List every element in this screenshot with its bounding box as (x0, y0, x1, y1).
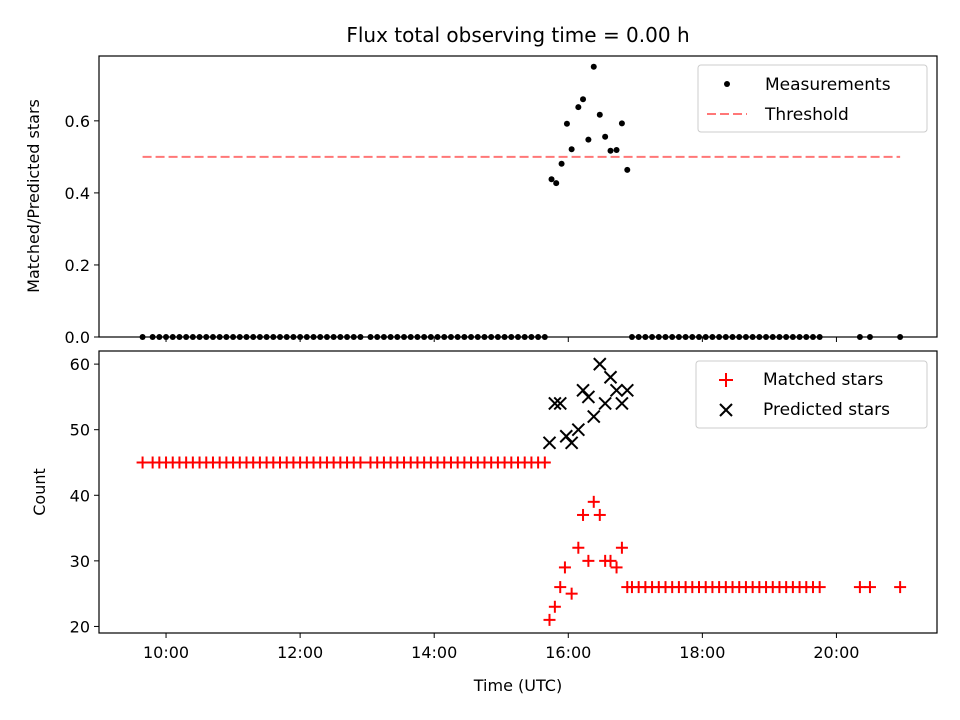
y-tick-label: 60 (70, 355, 90, 374)
predicted-star-point (548, 396, 562, 411)
y-tick-label: 0.0 (65, 328, 90, 347)
y-tick-label: 20 (70, 617, 90, 636)
x-tick-label: 20:00 (813, 643, 859, 662)
predicted-star-point (603, 370, 618, 384)
measurement-point (553, 180, 560, 187)
matched-star-point (615, 541, 628, 554)
bottom-legend-box (695, 360, 928, 429)
bottom-axes-frame (98, 350, 938, 634)
measurement-point (596, 111, 603, 118)
x-tick-label: 16:00 (545, 643, 591, 662)
predicted-star-point (609, 383, 624, 398)
top-panel: 0.0 0.2 0.4 0.6 Matched/Predicted stars Mea… (24, 55, 938, 347)
figure-title: Flux total observing time = 0.00 h (346, 23, 689, 47)
matched-star-point (604, 554, 617, 567)
legend-matched-marker (719, 373, 733, 387)
matched-star-point (577, 508, 590, 521)
y-tick-label: 0.6 (65, 112, 90, 131)
predicted-star-point (571, 422, 586, 437)
predicted-star-point (615, 396, 629, 411)
measurement-point (563, 120, 570, 127)
measurement-point (575, 104, 582, 111)
measurement-point (602, 133, 609, 140)
bottom-legend: Matched stars Predicted stars (695, 360, 928, 429)
predicted-star-point (587, 409, 601, 424)
measurement-point (607, 147, 614, 154)
matched-star-point (813, 581, 826, 594)
predicted-star-point (564, 436, 579, 450)
matched-star-point (354, 456, 367, 469)
predicted-star-point (598, 396, 612, 411)
x-tick-label: 12:00 (277, 643, 323, 662)
predicted-star-point (553, 396, 567, 411)
measurement-point (568, 146, 575, 153)
matched-star-point (610, 561, 623, 574)
legend-matched-label: Matched stars (763, 370, 883, 390)
matched-star-point (136, 456, 149, 469)
bottom-ylabel: Count (30, 468, 49, 516)
matched-star-point (582, 554, 595, 567)
matched-star-point (593, 508, 606, 521)
y-tick-label: 30 (70, 552, 90, 571)
matched-star-point (587, 495, 600, 508)
x-tick-label: 10:00 (143, 643, 189, 662)
bottom-plot-area (136, 357, 907, 626)
y-tick-label: 0.2 (65, 256, 90, 275)
y-tick-label: 0.4 (65, 184, 90, 203)
top-axis-ticks: 0.0 0.2 0.4 0.6 (65, 112, 837, 347)
measurement-point (618, 120, 625, 127)
predicted-star-point (581, 390, 596, 404)
top-legend: Measurements Threshold (697, 64, 928, 133)
x-tick-label: 14:00 (411, 643, 457, 662)
top-axes-frame (98, 55, 938, 338)
measurement-point (590, 63, 597, 70)
measurement-point (580, 96, 587, 103)
legend-threshold-label: Threshold (764, 105, 849, 125)
measurement-point (585, 136, 592, 143)
measurement-point (558, 160, 565, 167)
legend-measurements-label: Measurements (765, 75, 891, 95)
matched-star-point (558, 561, 571, 574)
bottom-xlabel: Time (UTC) (473, 676, 562, 695)
matched-star-point (538, 456, 551, 469)
top-ylabel: Matched/Predicted stars (24, 99, 43, 293)
matched-star-point (554, 581, 567, 594)
measurement-point (624, 166, 631, 173)
predicted-star-point (593, 357, 607, 371)
y-tick-label: 40 (70, 486, 90, 505)
bottom-panel: 10:00 12:00 14:00 16:00 18:00 20:00 20 30 40 50 60… (30, 350, 938, 695)
predicted-star-point (620, 383, 634, 398)
matched-star-point (572, 541, 585, 554)
measurement-point (548, 176, 555, 183)
matched-star-point (565, 587, 578, 600)
matched-star-point (894, 581, 907, 594)
matched-star-point (543, 613, 556, 626)
legend-predicted-label: Predicted stars (763, 400, 890, 420)
matched-star-point (863, 581, 876, 594)
predicted-star-point (542, 436, 557, 450)
matched-star-point (853, 581, 866, 594)
matched-star-point (548, 600, 561, 613)
measurement-point (613, 147, 620, 154)
top-legend-box (697, 64, 928, 133)
legend-measurements-marker (724, 81, 730, 87)
x-tick-label: 18:00 (679, 643, 725, 662)
legend-predicted-marker (719, 403, 733, 417)
y-tick-label: 50 (70, 421, 90, 440)
bottom-axis-ticks: 10:00 12:00 14:00 16:00 18:00 20:00 20 30 40 50 60 (70, 355, 860, 662)
